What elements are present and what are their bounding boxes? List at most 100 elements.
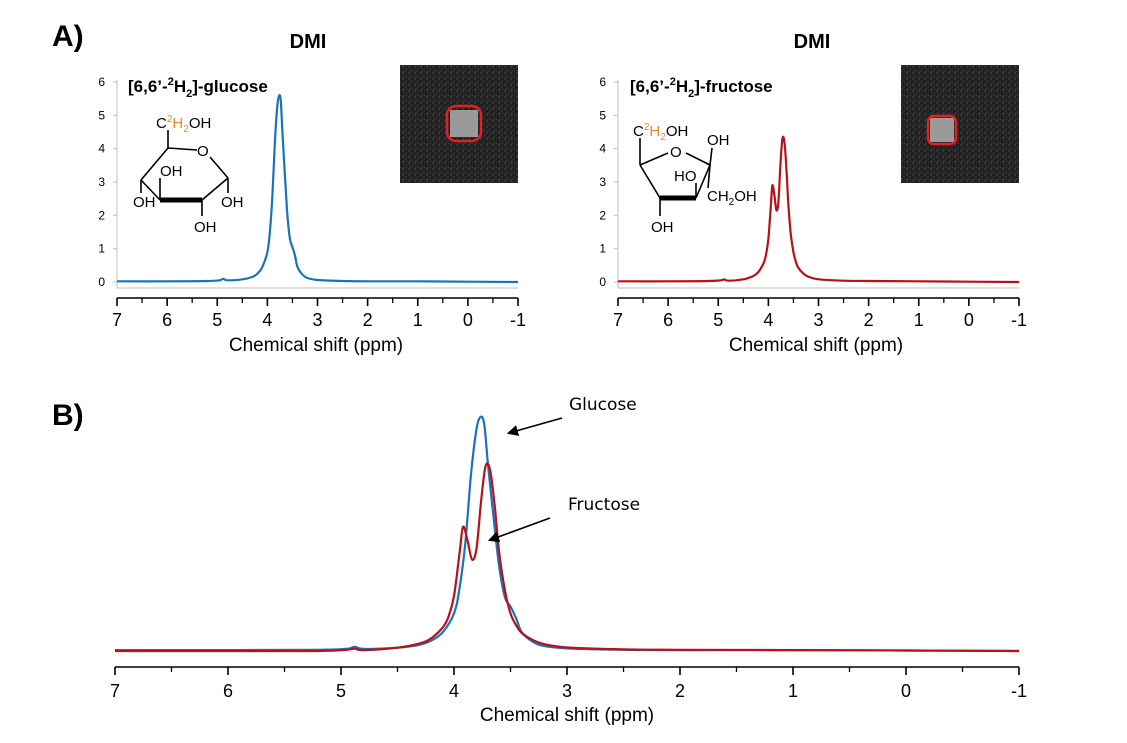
glucose-bond: [209, 156, 229, 179]
overlay-x-tick-label: 5: [336, 681, 346, 701]
fructose-x-tick-label: 0: [964, 310, 974, 330]
fructose-fructose-line: [617, 135, 1020, 284]
glucose-spectrum-chart: DMI 0 1 2 3 4 5 6 7 6 5 4 3 2 1 0 -1 Chemical shift (pp…: [98, 31, 526, 356]
fructose-dmi-image: [901, 65, 1019, 183]
overlay-series: [114, 415, 1020, 653]
overlay-fructose-line: [114, 462, 1020, 653]
glucose-y-tick-label: 2: [98, 208, 105, 222]
fructose-x-tick-label: 6: [663, 310, 673, 330]
fructose-bond: [639, 152, 669, 166]
glucose-y-tick-label: 3: [98, 175, 105, 189]
fructose-chart-title: DMI: [794, 31, 831, 53]
glucose-oh-label: OH: [133, 194, 156, 211]
glucose-compound-label: [6,6’-2H2]-glucose: [128, 76, 268, 100]
glucose-chart-title: DMI: [290, 31, 327, 53]
overlay-x-tick-label: 6: [223, 681, 233, 701]
fructose-bond: [709, 147, 713, 166]
panel-b-label: B): [52, 399, 84, 432]
fructose-oh-label: OH: [651, 219, 674, 236]
glucose-y-tick-label: 4: [98, 142, 105, 156]
glucose-y-tick-label: 5: [98, 108, 105, 122]
glucose-x-tick-label: 1: [413, 310, 423, 330]
glucose-ch2oh-label: C2H2OH: [156, 114, 211, 135]
fructose-ho-label: HO: [674, 168, 697, 185]
glucose-bond: [167, 147, 198, 151]
fructose-y-tick-label: 0: [599, 275, 606, 289]
panel-a-label: A): [52, 20, 84, 53]
glucose-x-tick-label: 2: [363, 310, 373, 330]
fructose-annotation-arrow: [487, 517, 551, 543]
glucose-glucose-line: [116, 94, 519, 284]
fructose-y-tick-label: 1: [599, 242, 606, 256]
fructose-x-tick-label: 5: [713, 310, 723, 330]
fructose-compound-label: [6,6’-2H2]-fructose: [630, 76, 773, 100]
overlay-x-tick-label: -1: [1011, 681, 1027, 701]
fructose-bond: [707, 164, 711, 189]
fructose-ring-oxygen: O: [670, 144, 682, 161]
overlay-x-tick-label: 1: [788, 681, 798, 701]
overlay-x-tick-label: 0: [901, 681, 911, 701]
glucose-x-tick-label: -1: [510, 310, 526, 330]
glucose-annotation: Glucose: [569, 395, 637, 415]
glucose-dmi-image: [400, 65, 518, 183]
glucose-x-tick-label: 7: [112, 310, 122, 330]
fructose-phantom: [930, 118, 954, 142]
fructose-x-tick-label: 3: [813, 310, 823, 330]
overlay-glucose-line: [115, 415, 1020, 653]
overlay-axes: 7 6 5 4 3 2 1 0 -1: [110, 666, 1027, 701]
glucose-annotation-arrow: [506, 417, 563, 436]
fructose-axes: 0 1 2 3 4 5 6 7 6 5 4 3 2 1 0 -1: [599, 75, 1027, 330]
overlay-x-axis-label: Chemical shift (ppm): [480, 705, 654, 726]
fructose-x-tick-label: 2: [864, 310, 874, 330]
glucose-bond: [140, 179, 161, 201]
glucose-phantom: [450, 110, 478, 137]
glucose-x-tick-label: 5: [212, 310, 222, 330]
glucose-oh-label: OH: [221, 194, 244, 211]
fructose-y-tick-label: 2: [599, 208, 606, 222]
fructose-x-tick-label: 1: [914, 310, 924, 330]
glucose-structure: [140, 130, 229, 216]
fructose-x-axis-label: Chemical shift (ppm): [729, 335, 903, 356]
glucose-bond: [140, 147, 169, 181]
glucose-x-tick-label: 0: [463, 310, 473, 330]
glucose-bond: [201, 177, 229, 201]
glucose-x-tick-label: 4: [262, 310, 272, 330]
fructose-bond: [695, 164, 711, 199]
fructose-y-tick-label: 3: [599, 175, 606, 189]
glucose-x-tick-label: 6: [162, 310, 172, 330]
fructose-annotation: Fructose: [568, 495, 640, 515]
fructose-y-tick-label: 4: [599, 142, 606, 156]
overlay-x-tick-label: 7: [110, 681, 120, 701]
glucose-y-tick-label: 6: [98, 75, 105, 89]
fructose-ch2oh-label: C2H2OH: [633, 122, 688, 143]
glucose-axes: 0 1 2 3 4 5 6 7 6 5 4 3 2 1 0 -1: [98, 75, 526, 330]
fructose-ch2oh-side-label: CH2OH: [707, 188, 757, 208]
fructose-bond: [685, 152, 711, 166]
glucose-oh-label: OH: [194, 219, 217, 236]
fructose-x-tick-label: 7: [613, 310, 623, 330]
fructose-x-tick-label: -1: [1011, 310, 1027, 330]
fructose-spectrum-chart: DMI 0 1 2 3 4 5 6 7 6 5 4 3 2 1 0 -1 Chemical shift (pp…: [599, 31, 1027, 356]
glucose-x-tick-label: 3: [312, 310, 322, 330]
glucose-y-tick-label: 1: [98, 242, 105, 256]
glucose-y-tick-label: 0: [98, 275, 105, 289]
fructose-series: [617, 135, 1020, 284]
fructose-y-tick-label: 5: [599, 108, 606, 122]
fructose-structure: [639, 138, 713, 216]
glucose-ring-oxygen: O: [197, 143, 209, 160]
fructose-bond: [639, 164, 661, 199]
overlay-x-tick-label: 4: [449, 681, 459, 701]
fructose-y-tick-label: 6: [599, 75, 606, 89]
fructose-x-tick-label: 4: [763, 310, 773, 330]
overlay-x-tick-label: 2: [675, 681, 685, 701]
overlay-x-tick-label: 3: [562, 681, 572, 701]
glucose-roi-outline: [445, 104, 483, 143]
glucose-oh-label: OH: [160, 163, 183, 180]
glucose-x-axis-label: Chemical shift (ppm): [229, 335, 403, 356]
fructose-oh-label: OH: [707, 132, 730, 149]
fructose-dmi-image-noise: [901, 65, 1019, 183]
fructose-roi-outline: [926, 114, 958, 146]
overlay-spectrum-chart: 7 6 5 4 3 2 1 0 -1 Chemical shift (ppm) Glucose …: [110, 395, 1027, 726]
glucose-series: [116, 94, 519, 284]
